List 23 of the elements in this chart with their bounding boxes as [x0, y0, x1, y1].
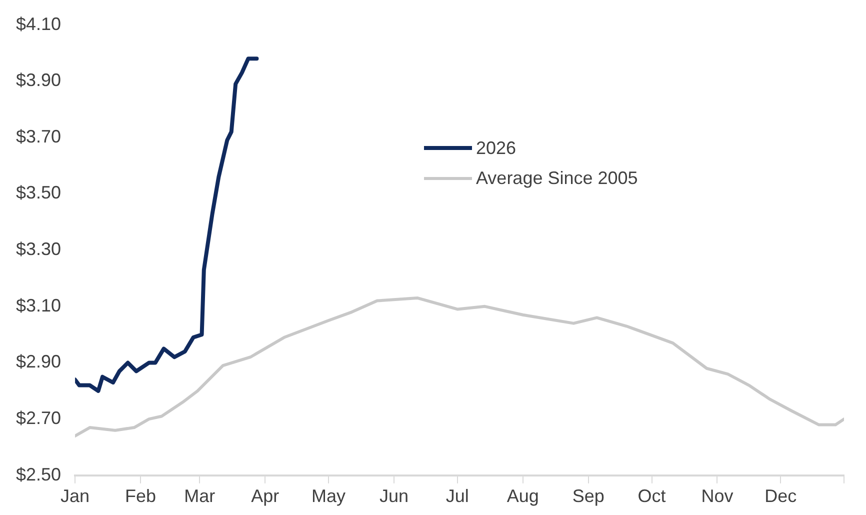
- y-tick-label: $3.50: [16, 182, 62, 203]
- x-tick-label: Jun: [380, 486, 409, 506]
- x-tick-label: Oct: [638, 486, 666, 506]
- x-tick-label: Apr: [251, 486, 280, 506]
- x-tick-label: Nov: [701, 486, 734, 506]
- x-tick-label: Jan: [60, 486, 90, 506]
- y-tick-label: $3.10: [16, 295, 62, 316]
- x-tick-label: Dec: [764, 486, 797, 506]
- y-tick-label: $4.10: [16, 14, 62, 34]
- x-tick-label: Feb: [125, 486, 156, 506]
- x-tick-label: Aug: [506, 486, 539, 506]
- legend-label: 2026: [476, 137, 516, 160]
- y-tick-label: $2.70: [16, 408, 62, 428]
- y-tick-label: $3.90: [16, 70, 62, 90]
- y-tick-label: $2.90: [16, 352, 62, 372]
- x-tick-label: Jul: [446, 486, 469, 506]
- y-tick-label: $3.30: [16, 239, 62, 260]
- y-tick-label: $3.70: [16, 126, 62, 146]
- legend-label: Average Since 2005: [476, 167, 638, 190]
- x-tick-label: Mar: [184, 486, 216, 506]
- y-tick-label: $2.50: [16, 464, 62, 484]
- x-tick-label: May: [312, 486, 346, 506]
- x-tick-label: Sep: [572, 486, 604, 506]
